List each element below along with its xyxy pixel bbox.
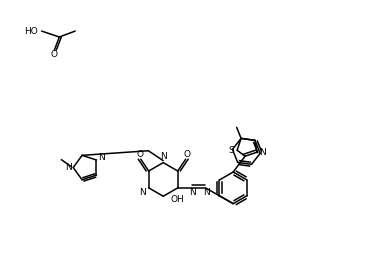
Text: O: O: [183, 150, 190, 159]
Text: N: N: [98, 153, 105, 162]
Text: N: N: [203, 188, 210, 197]
Text: O: O: [136, 150, 143, 159]
Text: HO: HO: [24, 27, 38, 36]
Text: OH: OH: [170, 195, 184, 204]
Text: N: N: [65, 163, 72, 172]
Text: N: N: [160, 152, 167, 161]
Text: O: O: [51, 50, 58, 59]
Text: N: N: [259, 148, 266, 157]
Text: N: N: [139, 188, 146, 197]
Text: N: N: [189, 188, 196, 197]
Text: S: S: [228, 146, 234, 155]
